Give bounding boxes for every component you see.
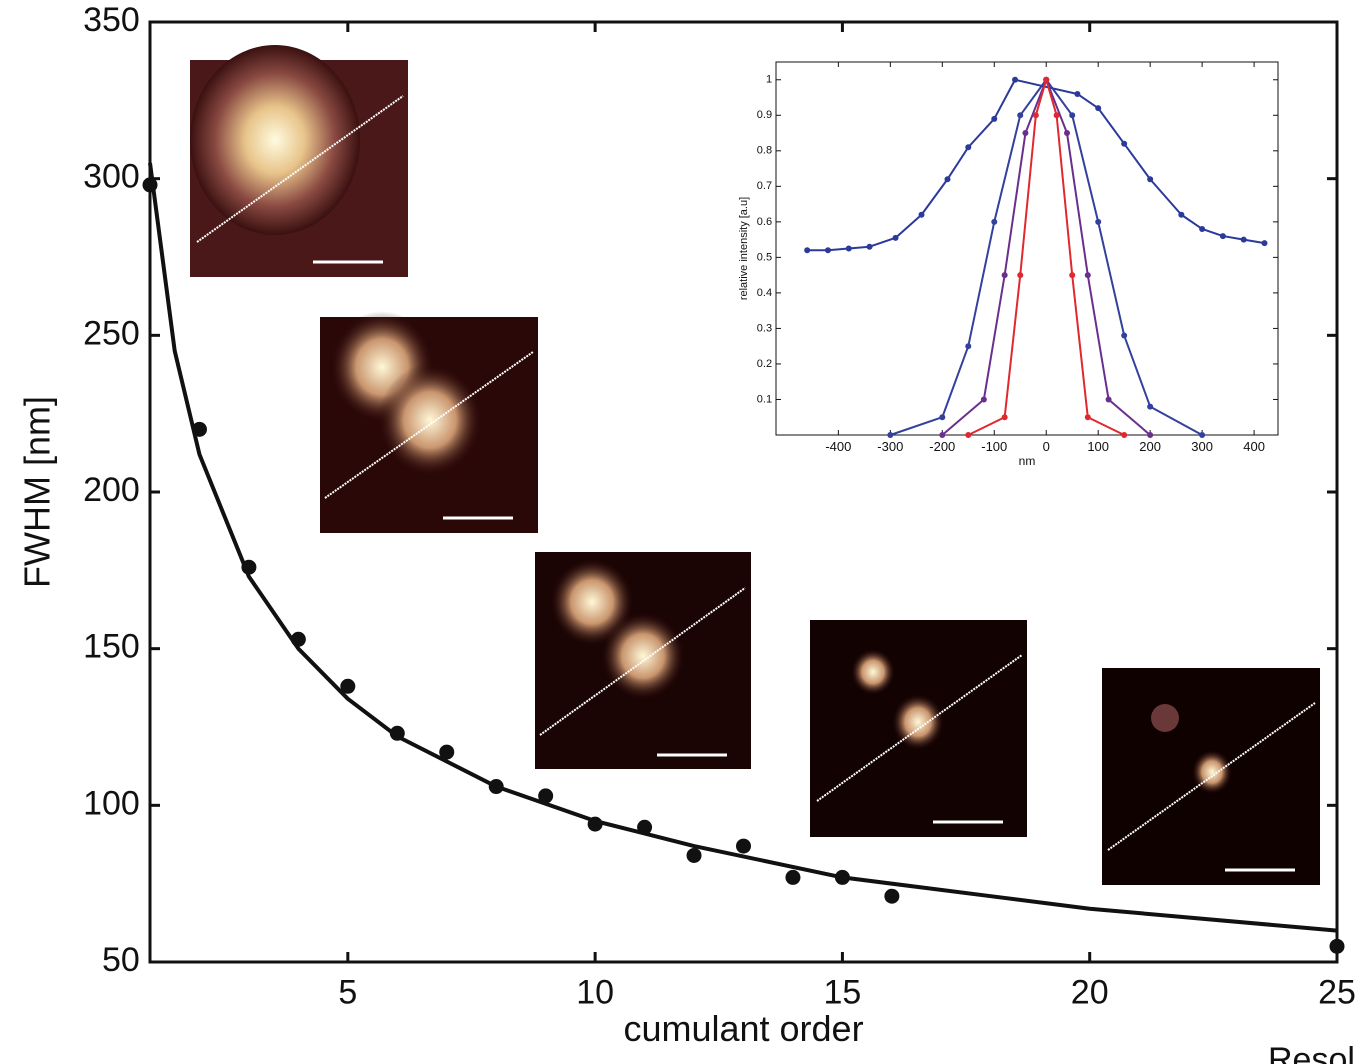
data-point [944,176,951,183]
data-point [1032,112,1039,119]
micrograph-insets [190,45,1320,885]
y-tick-label: 200 [83,471,140,509]
data-point [1121,332,1128,339]
x-axis-label: nm [1019,454,1036,468]
data-point [1240,236,1247,243]
data-point [965,343,972,350]
data-point [538,788,554,804]
data-point [1064,130,1071,137]
data-point [1084,272,1091,279]
data-point [1147,403,1154,410]
x-tick-label: 5 [338,973,357,1011]
data-point [1001,414,1008,421]
data-point [1084,414,1091,421]
data-point [1121,140,1128,147]
data-point [340,678,356,694]
data-point [1069,272,1076,279]
x-tick-label: 10 [576,973,614,1011]
plot-frame [148,20,1339,964]
x-tick-label: 400 [1243,439,1265,454]
data-point [736,838,751,854]
x-tick-label: 300 [1191,439,1213,454]
data-point [965,144,972,151]
data-point [804,247,811,254]
data-point [439,744,455,760]
x-tick-label: 20 [1071,973,1109,1011]
x-tick-label: 25 [1318,973,1356,1011]
y-tick-label: 0.1 [757,393,772,405]
y-tick-label: 150 [83,628,140,666]
data-point [887,432,894,438]
y-tick-label: 0.9 [757,109,772,121]
plot-frame [775,61,1279,436]
data-point [884,888,900,904]
data-point [1199,432,1206,438]
data-point [1069,112,1076,119]
annotation: Resol [1268,1041,1355,1064]
y-tick-label: 250 [83,314,140,352]
data-point [1017,112,1024,119]
y-tick-label: 300 [83,158,140,196]
data-point [1095,105,1102,112]
data-point [980,396,987,403]
data-point [892,234,899,241]
data-point [1178,211,1185,218]
data-point [939,432,946,438]
x-tick-label: 200 [1139,439,1161,454]
data-point [1147,176,1154,183]
data-point [686,847,702,863]
y-tick-label: 0.8 [757,145,772,157]
data-point [965,432,972,438]
data-point [785,869,801,885]
data-point [866,243,873,250]
data-point [1147,432,1154,438]
x-tick-label: 0 [1043,439,1050,454]
curve [148,162,1338,933]
data-point [991,115,998,122]
data-point [824,247,831,254]
x-tick-label: -100 [981,439,1007,454]
x-tick-label: 15 [824,973,862,1011]
data-point [1121,432,1128,438]
x-tick-label: -300 [877,439,903,454]
y-tick-label: 0.2 [757,358,772,370]
x-tick-label: -200 [929,439,955,454]
y-tick-label: 0.6 [757,216,772,228]
y-tick-label: 50 [102,941,140,979]
y-axis-label: FWHM [nm] [17,396,58,588]
y-tick-label: 0.5 [757,251,772,263]
data-point [1261,240,1268,247]
data-point [1012,76,1019,83]
y-axis-label: relative intensity [a.u] [738,197,750,300]
y-tick-label: 0.3 [757,322,772,334]
x-axis-label: cumulant order [623,1008,863,1049]
data-point [1095,218,1102,225]
data-point [939,414,946,421]
y-tick-label: 350 [83,1,140,39]
data-point [1329,938,1345,954]
x-tick-label: 100 [1087,439,1109,454]
data-point [1017,272,1024,279]
data-point [1001,272,1008,279]
data-point [918,211,925,218]
x-tick-label: -400 [825,439,851,454]
data-point [1053,112,1060,119]
y-tick-label: 0.7 [757,180,772,192]
data-point [1074,90,1081,97]
data-point [1219,233,1226,240]
data-point [1043,76,1050,83]
data-point [845,245,852,252]
y-tick-label: 100 [83,784,140,822]
data-point [1105,396,1112,403]
data-point [991,218,998,225]
data-point [1022,130,1029,137]
y-tick-label: 0.4 [757,287,772,299]
y-tick-label: 1 [766,74,772,86]
data-point [1199,225,1206,232]
